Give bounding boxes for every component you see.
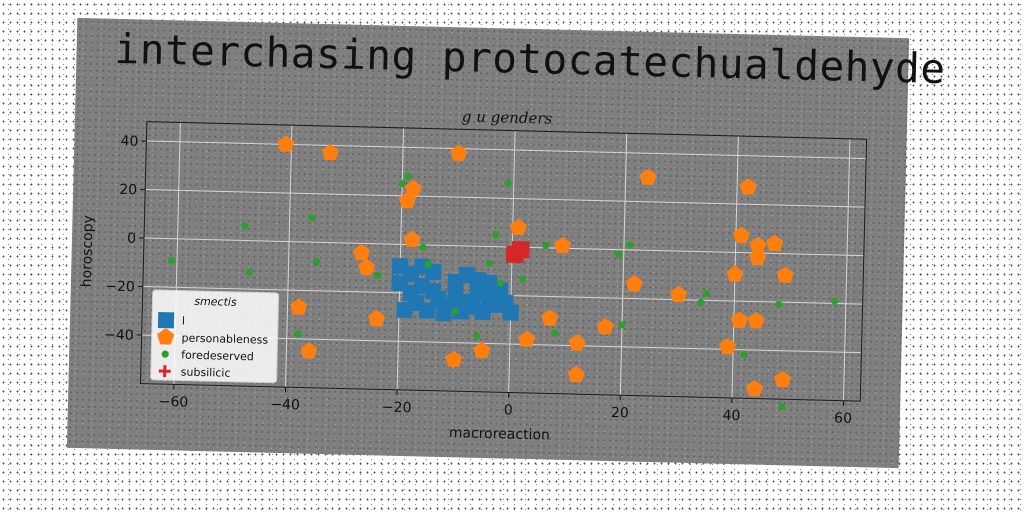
x-tick-label: 40 <box>722 408 740 424</box>
data-point <box>404 173 411 180</box>
chart-subtitle: g u genders <box>462 107 553 127</box>
data-point <box>541 309 558 326</box>
data-point <box>626 241 633 248</box>
data-point <box>618 321 625 328</box>
data-point <box>374 272 381 279</box>
data-point <box>358 259 375 276</box>
data-point <box>506 251 518 263</box>
x-tick-label: 0 <box>504 402 513 418</box>
legend-label: subsilicic <box>181 366 231 380</box>
data-point <box>492 231 499 238</box>
data-point <box>473 332 480 339</box>
y-tick-label: −40 <box>104 327 134 344</box>
data-point <box>300 342 317 359</box>
series-personableness <box>271 135 796 397</box>
data-point <box>246 268 253 275</box>
data-point <box>746 380 763 397</box>
data-point <box>568 334 585 351</box>
data-point <box>502 304 518 320</box>
y-tick-label: 0 <box>127 231 136 247</box>
data-point <box>740 351 747 358</box>
x-axis-label: macroreaction <box>449 425 550 443</box>
data-point <box>368 310 385 327</box>
legend-label: personableness <box>181 332 268 347</box>
data-point <box>517 241 529 253</box>
legend-title: smectis <box>194 295 237 309</box>
data-point <box>739 178 757 195</box>
x-tick-label: 20 <box>611 405 629 421</box>
x-grid-line <box>844 139 850 401</box>
legend-label: foredeserved <box>181 349 254 364</box>
data-point <box>396 302 412 318</box>
data-point <box>639 168 656 185</box>
data-point <box>614 251 621 258</box>
chart-card: interchasing protocatechualdehyde g u ge… <box>67 18 909 468</box>
data-point <box>294 330 301 337</box>
data-point <box>505 180 512 187</box>
x-tick-label: −40 <box>270 397 300 414</box>
data-point <box>551 329 558 336</box>
y-tick-label: −20 <box>105 279 135 296</box>
y-grid-line <box>146 141 866 159</box>
data-point <box>774 371 791 388</box>
data-point <box>519 275 526 282</box>
data-point <box>353 244 370 261</box>
data-point <box>481 275 497 291</box>
data-point <box>554 237 572 254</box>
series-subsilicic <box>506 241 530 263</box>
y-grid-line <box>145 190 865 208</box>
data-point <box>290 298 307 315</box>
data-point <box>567 366 584 383</box>
data-point <box>398 180 405 187</box>
data-point <box>313 258 320 265</box>
data-point <box>778 403 785 410</box>
chart-area: g u genders −60 −40 −20 0 20 40 60−40−2002040 … <box>67 18 909 468</box>
data-point <box>625 275 642 292</box>
data-point <box>308 214 315 221</box>
y-tick-label: 20 <box>119 182 137 198</box>
legend-marker-l <box>158 312 174 328</box>
data-point <box>241 222 248 229</box>
x-grid-line <box>286 125 292 387</box>
x-tick-label: 60 <box>834 411 852 427</box>
data-point <box>726 265 743 282</box>
data-point <box>703 289 710 296</box>
data-point <box>749 249 766 266</box>
data-point <box>747 312 764 329</box>
legend: smectis l personableness foredeserved subsi… <box>151 290 279 383</box>
x-grid-line <box>620 133 626 395</box>
legend-label: l <box>182 315 185 328</box>
data-point <box>766 234 784 251</box>
data-point <box>435 305 451 321</box>
data-point <box>486 260 493 267</box>
data-point <box>776 266 793 283</box>
y-tick-label: 40 <box>120 133 138 149</box>
data-point <box>450 144 467 161</box>
x-tick-label: −60 <box>159 394 189 411</box>
data-point <box>597 318 614 335</box>
data-point <box>168 257 175 264</box>
y-axis-label: horoscopy <box>79 215 97 288</box>
data-point <box>445 350 462 367</box>
x-tick-label: −20 <box>382 399 412 416</box>
